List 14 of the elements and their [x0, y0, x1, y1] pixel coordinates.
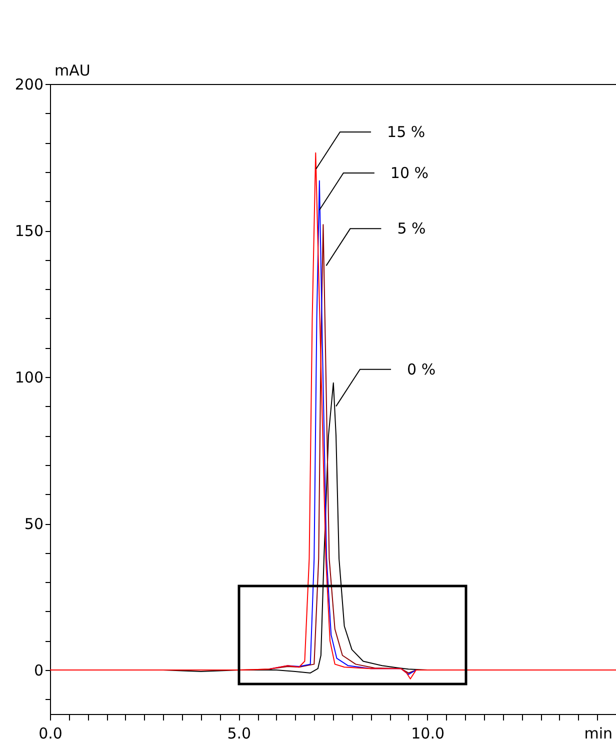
y-axis-title: mAU	[54, 62, 90, 80]
x-tick-label: 0.0	[38, 724, 62, 742]
y-tick-label: 50	[24, 515, 44, 534]
x-tick-label: 5.0	[227, 724, 252, 742]
y-tick-label: 100	[14, 368, 44, 387]
x-tick-label: 10.0	[411, 724, 445, 742]
annotation: 15 %	[387, 122, 426, 141]
y-tick-label: 0	[34, 662, 44, 680]
y-tick-label: 150	[14, 222, 44, 240]
annotation: 0 %	[407, 360, 436, 378]
annotation: 10 %	[390, 164, 429, 182]
y-tick-label: 200	[14, 76, 44, 94]
annotation: 5 %	[397, 220, 426, 238]
x-axis-title: min	[584, 724, 612, 742]
